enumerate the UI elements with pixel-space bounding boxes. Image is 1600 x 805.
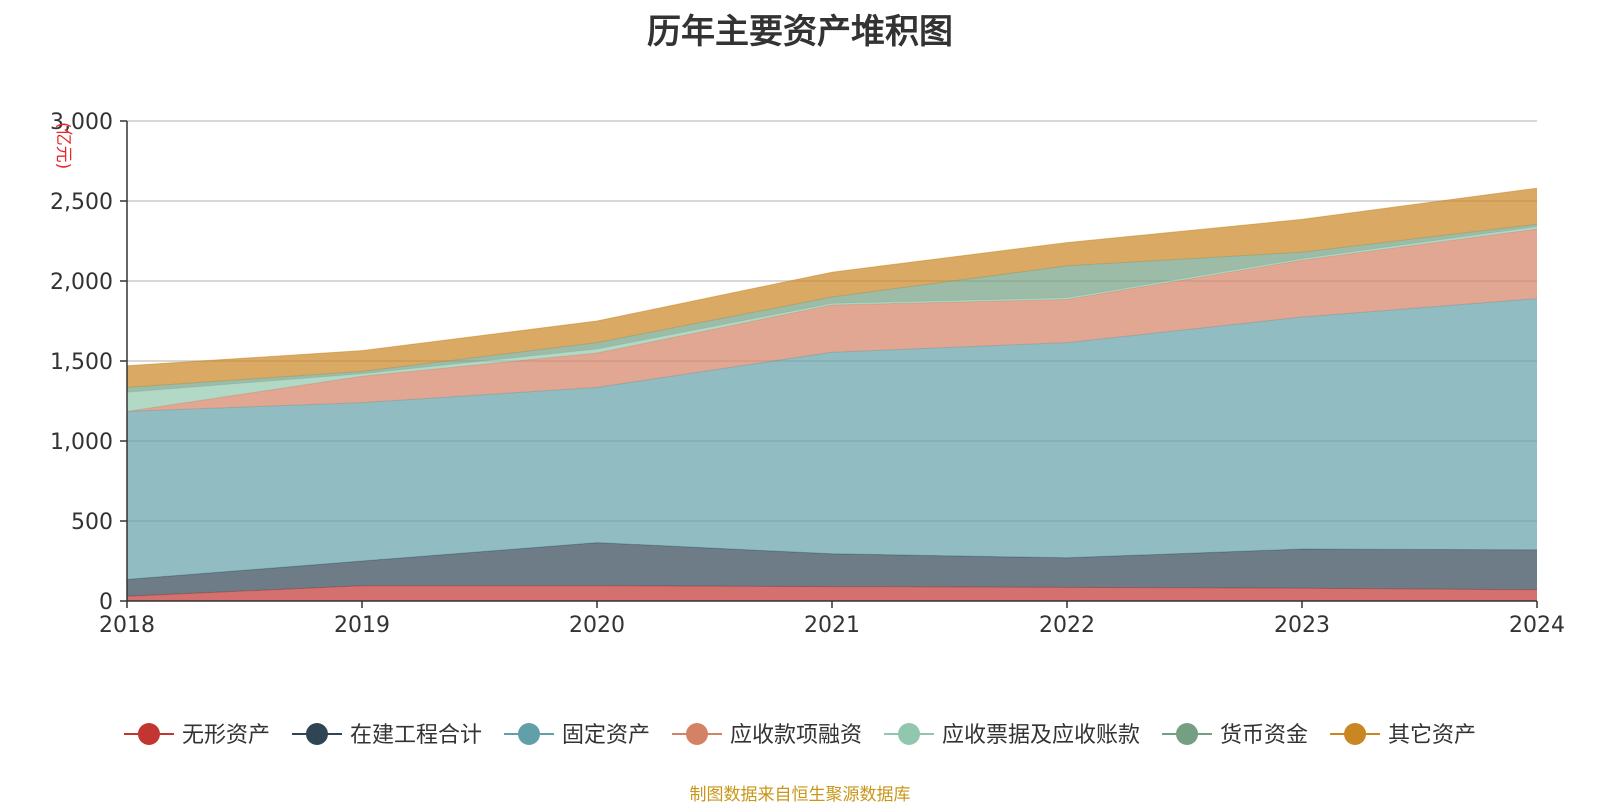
y-tick-label: 3,000 bbox=[50, 110, 113, 135]
chart-title: 历年主要资产堆积图 bbox=[647, 12, 953, 52]
legend-item-4[interactable]: 应收款项融资 bbox=[671, 723, 862, 748]
x-tick-label: 2019 bbox=[334, 613, 390, 638]
x-tick-label: 2018 bbox=[99, 613, 155, 638]
source-note: 制图数据来自恒生聚源数据库 bbox=[689, 785, 911, 805]
axes: 0 500 1,000 1,500 2,000 2,500 3,000 2018 2019 202… bbox=[50, 110, 1565, 638]
legend-circle-icon bbox=[517, 723, 540, 745]
x-tick-label: 2020 bbox=[569, 613, 625, 638]
y-tick-label: 2,500 bbox=[50, 190, 113, 215]
legend-label: 无形资产 bbox=[182, 723, 270, 748]
legend[interactable]: 无形资产 在建工程合计 固定资产 应收款项融资 应收票据及应收账款 货币资金 其它资产 bbox=[123, 723, 1476, 748]
legend-item-5[interactable]: 应收票据及应收账款 bbox=[884, 723, 1140, 748]
y-axis-unit-label: (亿元) bbox=[53, 122, 73, 169]
x-tick-label: 2023 bbox=[1274, 613, 1330, 638]
area-series-6[interactable] bbox=[127, 224, 1537, 393]
area-series-3[interactable] bbox=[127, 298, 1537, 580]
legend-item-6[interactable]: 货币资金 bbox=[1162, 723, 1308, 748]
y-tick-label: 500 bbox=[71, 510, 113, 535]
area-series-7[interactable] bbox=[127, 188, 1537, 388]
legend-item-7[interactable]: 其它资产 bbox=[1330, 723, 1476, 748]
legend-item-3[interactable]: 固定资产 bbox=[503, 723, 650, 748]
legend-circle-icon bbox=[1176, 723, 1199, 745]
area-series-4[interactable] bbox=[127, 229, 1537, 412]
legend-circle-icon bbox=[1344, 723, 1367, 745]
legend-circle-icon bbox=[898, 723, 921, 745]
legend-item-1[interactable]: 无形资产 bbox=[123, 723, 270, 748]
legend-label: 应收款项融资 bbox=[730, 723, 862, 748]
y-tick-label: 2,000 bbox=[50, 270, 113, 295]
legend-label: 其它资产 bbox=[1388, 723, 1476, 748]
x-tick-label: 2024 bbox=[1509, 613, 1565, 638]
legend-label: 应收票据及应收账款 bbox=[942, 723, 1140, 748]
y-tick-label: 0 bbox=[99, 590, 113, 615]
legend-label: 货币资金 bbox=[1220, 723, 1308, 748]
x-tick-label: 2021 bbox=[804, 613, 860, 638]
legend-label: 固定资产 bbox=[562, 723, 650, 748]
legend-circle-icon bbox=[305, 723, 328, 745]
legend-item-2[interactable]: 在建工程合计 bbox=[291, 723, 482, 748]
legend-circle-icon bbox=[685, 723, 708, 745]
legend-label: 在建工程合计 bbox=[350, 723, 482, 748]
y-tick-label: 1,500 bbox=[50, 350, 113, 375]
area-series-layer bbox=[126, 187, 1538, 601]
area-series-2[interactable] bbox=[127, 542, 1537, 597]
area-series-7-edge bbox=[126, 187, 1538, 367]
legend-circle-icon bbox=[137, 723, 160, 745]
area-series-1[interactable] bbox=[127, 585, 1537, 601]
x-tick-label: 2022 bbox=[1039, 613, 1095, 638]
y-tick-label: 1,000 bbox=[50, 430, 113, 455]
